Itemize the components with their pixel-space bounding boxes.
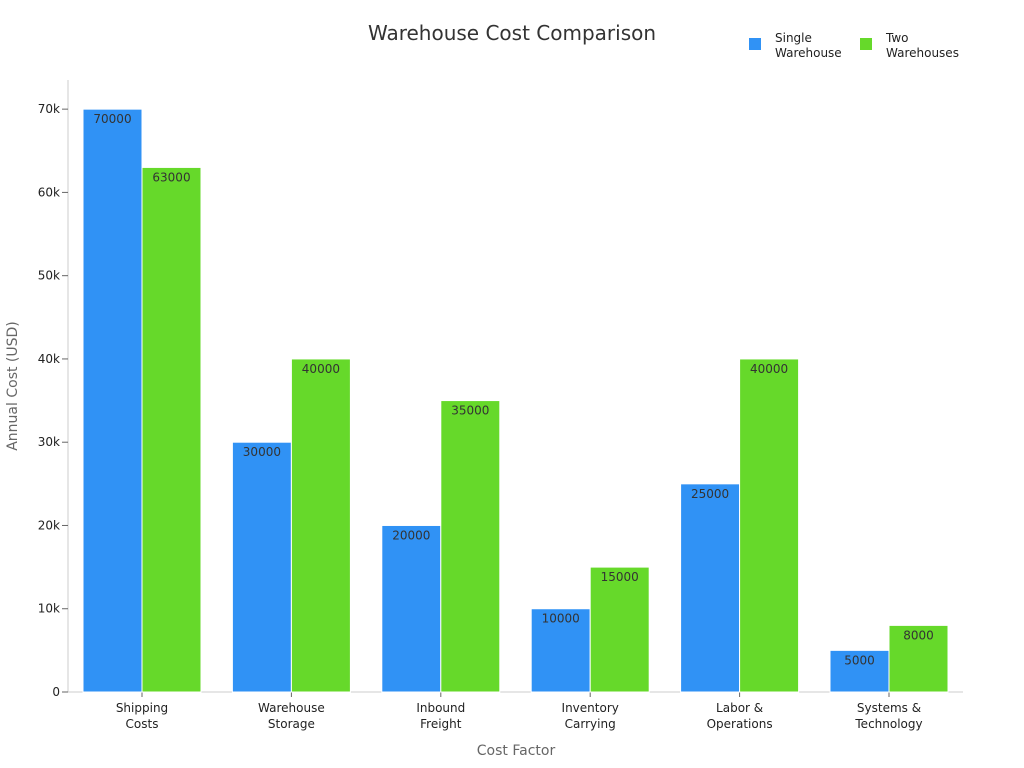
- bar-single-warehouse-inbound-freight: [381, 524, 442, 693]
- x-axis-title: Cost Factor: [477, 743, 556, 759]
- legend-item-two-warehouses: Two Warehouses: [860, 31, 959, 60]
- data-labels: 70000 30000 20000 10000 25000 5000 63000 40000 3…: [93, 112, 933, 667]
- bar-two-warehouses-labor-operations: [739, 358, 800, 693]
- legend-label: Single Warehouse: [775, 31, 842, 60]
- bar-two-warehouses-inventory-carrying: [589, 566, 650, 693]
- x-tick-label: Shipping Costs: [116, 701, 168, 731]
- legend: Single Warehouse Two Warehouses: [749, 31, 959, 60]
- y-tick-label: 20k: [38, 518, 60, 532]
- y-tick-label: 30k: [38, 435, 60, 449]
- bar-two-warehouses-shipping-costs: [141, 166, 202, 693]
- data-label: 30000: [243, 445, 281, 459]
- data-label: 25000: [691, 487, 729, 501]
- bar-single-warehouse-labor-operations: [680, 483, 741, 693]
- bar-single-warehouse-warehouse-storage: [231, 441, 292, 693]
- bar-single-warehouse-shipping-costs: [82, 108, 143, 693]
- data-label: 40000: [750, 362, 788, 376]
- data-label: 10000: [542, 612, 580, 626]
- legend-swatch: [749, 38, 761, 50]
- data-label: 70000: [93, 112, 131, 126]
- y-tick-label: 0: [52, 685, 60, 699]
- chart-title: Warehouse Cost Comparison: [368, 21, 656, 45]
- x-tick-label: Systems & Technology: [854, 701, 922, 731]
- data-label: 35000: [451, 404, 489, 418]
- data-label: 8000: [903, 628, 934, 642]
- bar-two-warehouses-systems-technology: [888, 624, 949, 693]
- legend-item-single-warehouse: Single Warehouse: [749, 31, 842, 60]
- y-tick-label: 70k: [38, 102, 60, 116]
- data-label: 20000: [392, 528, 430, 542]
- bar-single-warehouse-inventory-carrying: [530, 608, 591, 693]
- y-tick-label: 50k: [38, 269, 60, 283]
- bar-two-warehouses-warehouse-storage: [290, 358, 351, 693]
- x-tick-label: Warehouse Storage: [258, 701, 325, 731]
- data-label: 63000: [152, 170, 190, 184]
- bars: [82, 108, 949, 693]
- x-tick-label: Inventory Carrying: [562, 701, 619, 731]
- data-label: 15000: [601, 570, 639, 584]
- x-axis: Shipping Costs Warehouse Storage Inbound Frei…: [68, 691, 963, 731]
- legend-swatch: [860, 38, 872, 50]
- y-tick-label: 10k: [38, 602, 60, 616]
- x-tick-label: Inbound Freight: [416, 701, 465, 731]
- y-tick-label: 40k: [38, 352, 60, 366]
- data-label: 40000: [302, 362, 340, 376]
- y-tick-label: 60k: [38, 185, 60, 199]
- legend-label: Two Warehouses: [885, 31, 959, 60]
- bar-single-warehouse-systems-technology: [829, 649, 890, 693]
- bar-two-warehouses-inbound-freight: [440, 400, 501, 693]
- data-label: 5000: [844, 653, 875, 667]
- x-tick-label: Labor & Operations: [707, 701, 773, 731]
- y-axis-title: Annual Cost (USD): [5, 321, 21, 451]
- y-axis: 0 10k 20k 30k 40k 50k 60k 70k: [38, 80, 69, 699]
